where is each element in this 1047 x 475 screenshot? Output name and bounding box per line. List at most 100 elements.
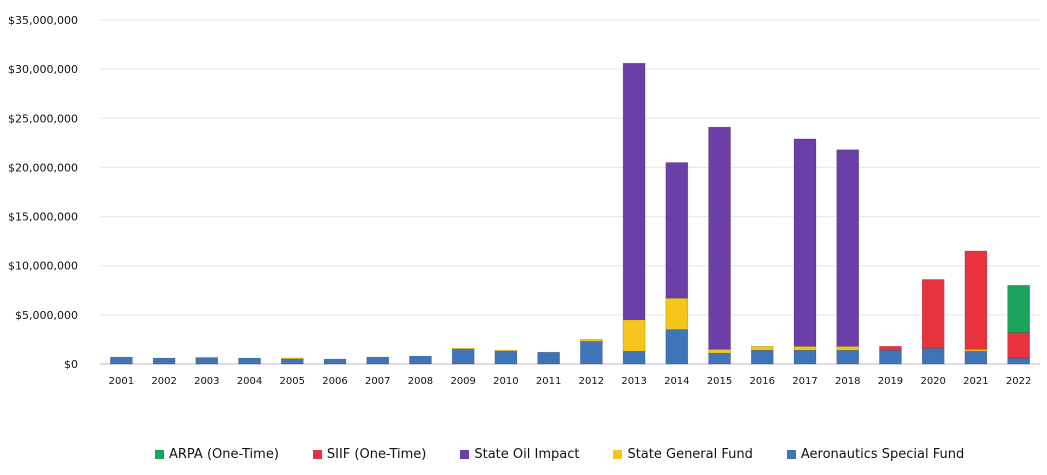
y-tick-label: $10,000,000: [8, 260, 78, 273]
bar-segment-state-oil-impact: [665, 162, 689, 299]
legend-item: State Oil Impact: [460, 447, 579, 462]
bar-segment-aeronautics-special-fund: [580, 341, 603, 365]
legend-swatch: [460, 450, 470, 459]
legend-swatch: [155, 450, 164, 459]
x-tick-label: 2022: [1006, 376, 1031, 387]
x-tick-label: 2001: [109, 376, 134, 387]
bar-segment-aeronautics-special-fund: [195, 357, 219, 365]
x-tick-label: 2004: [237, 376, 262, 387]
y-tick-label: $25,000,000: [8, 112, 78, 125]
bar-segment-state-general-fund: [580, 339, 603, 342]
bar-segment-aeronautics-special-fund: [238, 357, 261, 365]
bar-segment-aeronautics-special-fund: [409, 355, 432, 365]
legend-swatch: [312, 450, 322, 459]
legend-label: State Oil Impact: [474, 447, 580, 462]
legend-item: ARPA (One-Time): [155, 447, 279, 462]
y-tick-label: $35,000,000: [8, 14, 78, 27]
x-tick-label: 2003: [194, 376, 219, 387]
bar-stack: [793, 138, 817, 365]
bar-segment-state-general-fund: [708, 348, 731, 354]
bar-segment-aeronautics-special-fund: [708, 352, 731, 365]
legend-swatch: [786, 450, 796, 459]
x-tick-label: 2002: [151, 376, 176, 387]
x-tick-label: 2011: [536, 376, 561, 387]
bar-segment-aeronautics-special-fund: [750, 349, 774, 365]
y-tick-label: $0: [64, 358, 78, 371]
x-tick-label: 2020: [920, 376, 945, 387]
bar-segment-state-general-fund: [494, 349, 518, 352]
x-tick-label: 2006: [322, 376, 347, 387]
bar-segment-siif-one-time: [921, 279, 945, 349]
bar-segment-aeronautics-special-fund: [323, 358, 347, 365]
bar-stack: [238, 357, 261, 365]
bar-segment-aeronautics-special-fund: [622, 350, 646, 365]
bar-segment-state-general-fund: [622, 319, 646, 352]
y-tick-label: $5,000,000: [15, 309, 78, 322]
legend-label: State General Fund: [627, 447, 753, 462]
bar-stack: [537, 351, 560, 365]
bar-segment-aeronautics-special-fund: [494, 350, 518, 365]
bar-segment-aeronautics-special-fund: [1007, 357, 1030, 365]
x-tick-label: 2017: [792, 376, 817, 387]
legend-swatch: [613, 450, 623, 459]
x-tick-label: 2015: [707, 376, 732, 387]
bar-segment-state-general-fund: [280, 357, 304, 360]
bar-stack: [879, 346, 902, 365]
x-tick-label: 2016: [750, 376, 775, 387]
legend: ARPA (One-Time) SIIF (One-Time) State Oil …: [155, 447, 964, 462]
bar-segment-aeronautics-special-fund: [537, 351, 560, 365]
bar-stack: [580, 339, 603, 365]
bar-stack: [323, 358, 347, 365]
bar-stack: [366, 356, 390, 365]
bar-segment-siif-one-time: [964, 250, 988, 350]
bar-segment-arpa-one-time: [1007, 285, 1030, 333]
bar-stack: [409, 355, 432, 365]
bar-segment-state-oil-impact: [622, 62, 646, 321]
bar-segment-aeronautics-special-fund: [921, 347, 945, 365]
bar-stack: [964, 250, 988, 365]
bar-stack: [195, 356, 219, 365]
bar-stack: [921, 279, 945, 365]
x-tick-label: 2009: [450, 376, 475, 387]
bar-segment-state-general-fund: [665, 297, 689, 330]
bar-segment-aeronautics-special-fund: [451, 348, 475, 365]
bar-segment-aeronautics-special-fund: [665, 329, 689, 365]
bar-segment-siif-one-time: [1007, 332, 1030, 359]
bar-segment-state-general-fund: [836, 346, 860, 351]
y-axis-tick-labels: $0 $5,000,000 $10,000,000 $15,000,000 $20,00…: [8, 14, 78, 371]
bar-segment-state-general-fund: [195, 356, 219, 359]
x-tick-label: 2010: [493, 376, 518, 387]
x-tick-label: 2012: [579, 376, 604, 387]
bar-segment-aeronautics-special-fund: [793, 349, 817, 365]
bar-stack: [836, 149, 860, 365]
bar-stack: [110, 356, 133, 365]
y-tick-label: $20,000,000: [8, 161, 78, 174]
bar-segment-aeronautics-special-fund: [280, 358, 304, 365]
bar-stacks: [110, 62, 1030, 365]
x-tick-label: 2008: [408, 376, 433, 387]
x-tick-label: 2014: [664, 376, 689, 387]
stacked-bar-chart: $0 $5,000,000 $10,000,000 $15,000,000 $20,00…: [8, 14, 1040, 387]
bar-stack: [708, 126, 731, 365]
bar-stack: [1007, 285, 1030, 365]
x-tick-label: 2019: [878, 376, 903, 387]
legend-item: State General Fund: [613, 447, 753, 462]
x-tick-label: 2005: [280, 376, 305, 387]
bar-stack: [451, 347, 475, 365]
bar-segment-aeronautics-special-fund: [152, 357, 176, 365]
bar-stack: [280, 357, 304, 365]
bar-segment-state-oil-impact: [793, 138, 817, 347]
y-tick-label: $15,000,000: [8, 211, 78, 224]
x-tick-label: 2007: [365, 376, 390, 387]
bar-stack: [494, 349, 518, 365]
bar-stack: [665, 162, 689, 365]
bar-segment-aeronautics-special-fund: [836, 349, 860, 365]
bar-segment-siif-one-time: [879, 346, 902, 351]
legend-item: Aeronautics Special Fund: [786, 447, 964, 462]
bar-segment-state-oil-impact: [836, 149, 860, 347]
x-tick-label: 2018: [835, 376, 860, 387]
y-tick-label: $30,000,000: [8, 63, 78, 76]
bar-segment-state-general-fund: [750, 346, 774, 351]
bar-segment-state-oil-impact: [708, 126, 731, 350]
bar-segment-state-general-fund: [451, 347, 475, 350]
